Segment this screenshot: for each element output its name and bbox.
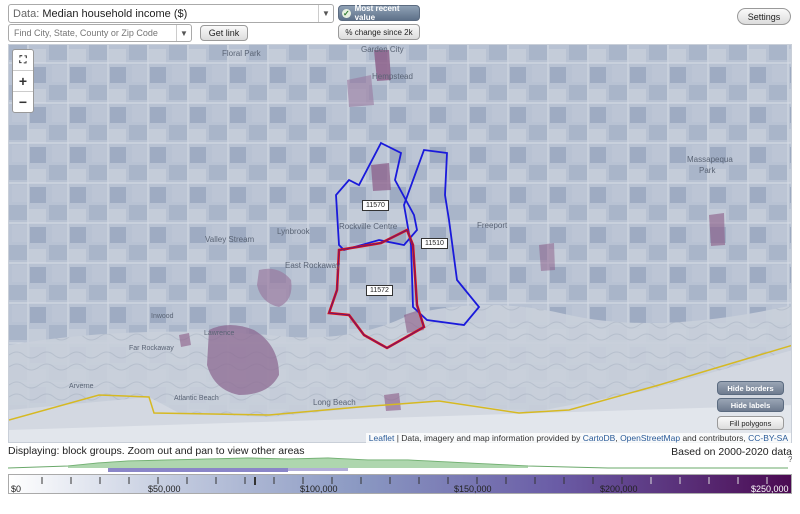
get-link-button[interactable]: Get link bbox=[200, 25, 248, 41]
help-question: ? bbox=[788, 456, 792, 464]
attrib-text: | Data, imagery and map information prov… bbox=[396, 433, 581, 443]
toolbar: Data: Median household income ($) ▼ ▼ Ge… bbox=[0, 0, 800, 44]
legend-ticks bbox=[41, 477, 768, 485]
check-icon: ✓ bbox=[342, 8, 351, 18]
search-input[interactable] bbox=[12, 27, 176, 39]
place-label: Far Rockaway bbox=[129, 345, 174, 352]
zip-label-11570: 11570 bbox=[362, 200, 389, 211]
hide-labels-button[interactable]: Hide labels bbox=[717, 398, 784, 412]
attrib-rest: and contributors, bbox=[682, 433, 746, 443]
pct-change-label: % change since 2k bbox=[345, 27, 413, 37]
most-recent-label: Most recent value bbox=[354, 4, 400, 22]
fill-polygons-button[interactable]: Fill polygons bbox=[717, 416, 784, 430]
zip-label-11572: 11572 bbox=[366, 285, 393, 296]
hide-borders-label: Hide borders bbox=[727, 383, 774, 393]
legend-tick-label: $100,000 bbox=[300, 484, 338, 494]
legend-tick-label: $0 bbox=[11, 484, 22, 494]
chevron-down-icon: ▼ bbox=[176, 25, 191, 41]
legend-tick-label: $50,000 bbox=[148, 484, 181, 494]
license-link[interactable]: CC-BY-SA bbox=[748, 433, 788, 443]
carto-link[interactable]: CartoDB bbox=[582, 433, 616, 443]
most-recent-button[interactable]: ✓ Most recent value bbox=[338, 4, 420, 22]
osm-link[interactable]: OpenStreetMap bbox=[620, 433, 681, 443]
map-canvas[interactable]: Floral Park Garden City Hempstead Massap… bbox=[8, 44, 792, 443]
fill-polygons-label: Fill polygons bbox=[729, 418, 772, 428]
color-legend: $0 $50,000 $100,000 $150,000 $200,000 $2… bbox=[8, 474, 792, 494]
zoom-in-button[interactable]: + bbox=[13, 71, 33, 92]
zip-11570-outline bbox=[335, 141, 418, 252]
place-label: Freeport bbox=[477, 221, 508, 230]
place-label: Garden City bbox=[361, 45, 404, 54]
place-label: Massapequa bbox=[687, 155, 733, 164]
place-label: Rockville Centre bbox=[339, 222, 398, 231]
distribution-histogram: ? bbox=[8, 456, 792, 472]
displaying-status: Displaying: block groups. Zoom out and p… bbox=[8, 445, 305, 457]
legend-tick-label: $150,000 bbox=[454, 484, 492, 494]
legend-tick-label: $200,000 bbox=[600, 484, 638, 494]
zoom-control: ⛶ + − bbox=[12, 49, 34, 113]
place-label: Hempstead bbox=[372, 72, 413, 81]
settings-label: Settings bbox=[747, 11, 781, 22]
legend-tick-label: $250,000 bbox=[751, 484, 789, 494]
based-on-status: Based on 2000-2020 data bbox=[671, 446, 792, 458]
place-label: Long Beach bbox=[313, 398, 356, 407]
map-attribution: Leaflet | Data, imagery and map informat… bbox=[365, 433, 791, 443]
location-search[interactable]: ▼ bbox=[8, 24, 192, 42]
settings-button[interactable]: Settings bbox=[737, 8, 791, 25]
hide-borders-button[interactable]: Hide borders bbox=[717, 381, 784, 395]
place-label: Lawrence bbox=[204, 330, 235, 337]
data-value: Median household income ($) bbox=[42, 8, 188, 20]
place-label: Atlantic Beach bbox=[174, 395, 219, 402]
place-label: East Rockaway bbox=[285, 261, 341, 270]
pct-change-button[interactable]: % change since 2k bbox=[338, 24, 420, 40]
leaflet-link[interactable]: Leaflet bbox=[368, 433, 395, 443]
data-label: Data: bbox=[13, 8, 40, 20]
place-label: Arverne bbox=[69, 383, 94, 390]
data-select[interactable]: Data: Median household income ($) ▼ bbox=[8, 4, 334, 23]
fullscreen-icon[interactable]: ⛶ bbox=[13, 50, 33, 71]
zoom-out-button[interactable]: − bbox=[18, 94, 28, 110]
place-label: Inwood bbox=[151, 313, 174, 320]
place-label: Lynbrook bbox=[277, 227, 310, 236]
zip-label-11510: 11510 bbox=[421, 238, 448, 249]
choropleth-svg bbox=[9, 45, 791, 442]
attrib-comma: , bbox=[615, 433, 618, 443]
get-link-label: Get link bbox=[208, 28, 240, 38]
place-label: Valley Stream bbox=[205, 235, 255, 244]
place-label: Park bbox=[699, 166, 716, 175]
chevron-down-icon: ▼ bbox=[318, 5, 333, 22]
place-label: Floral Park bbox=[222, 49, 261, 58]
hide-labels-label: Hide labels bbox=[730, 400, 771, 410]
coastline bbox=[9, 344, 791, 421]
